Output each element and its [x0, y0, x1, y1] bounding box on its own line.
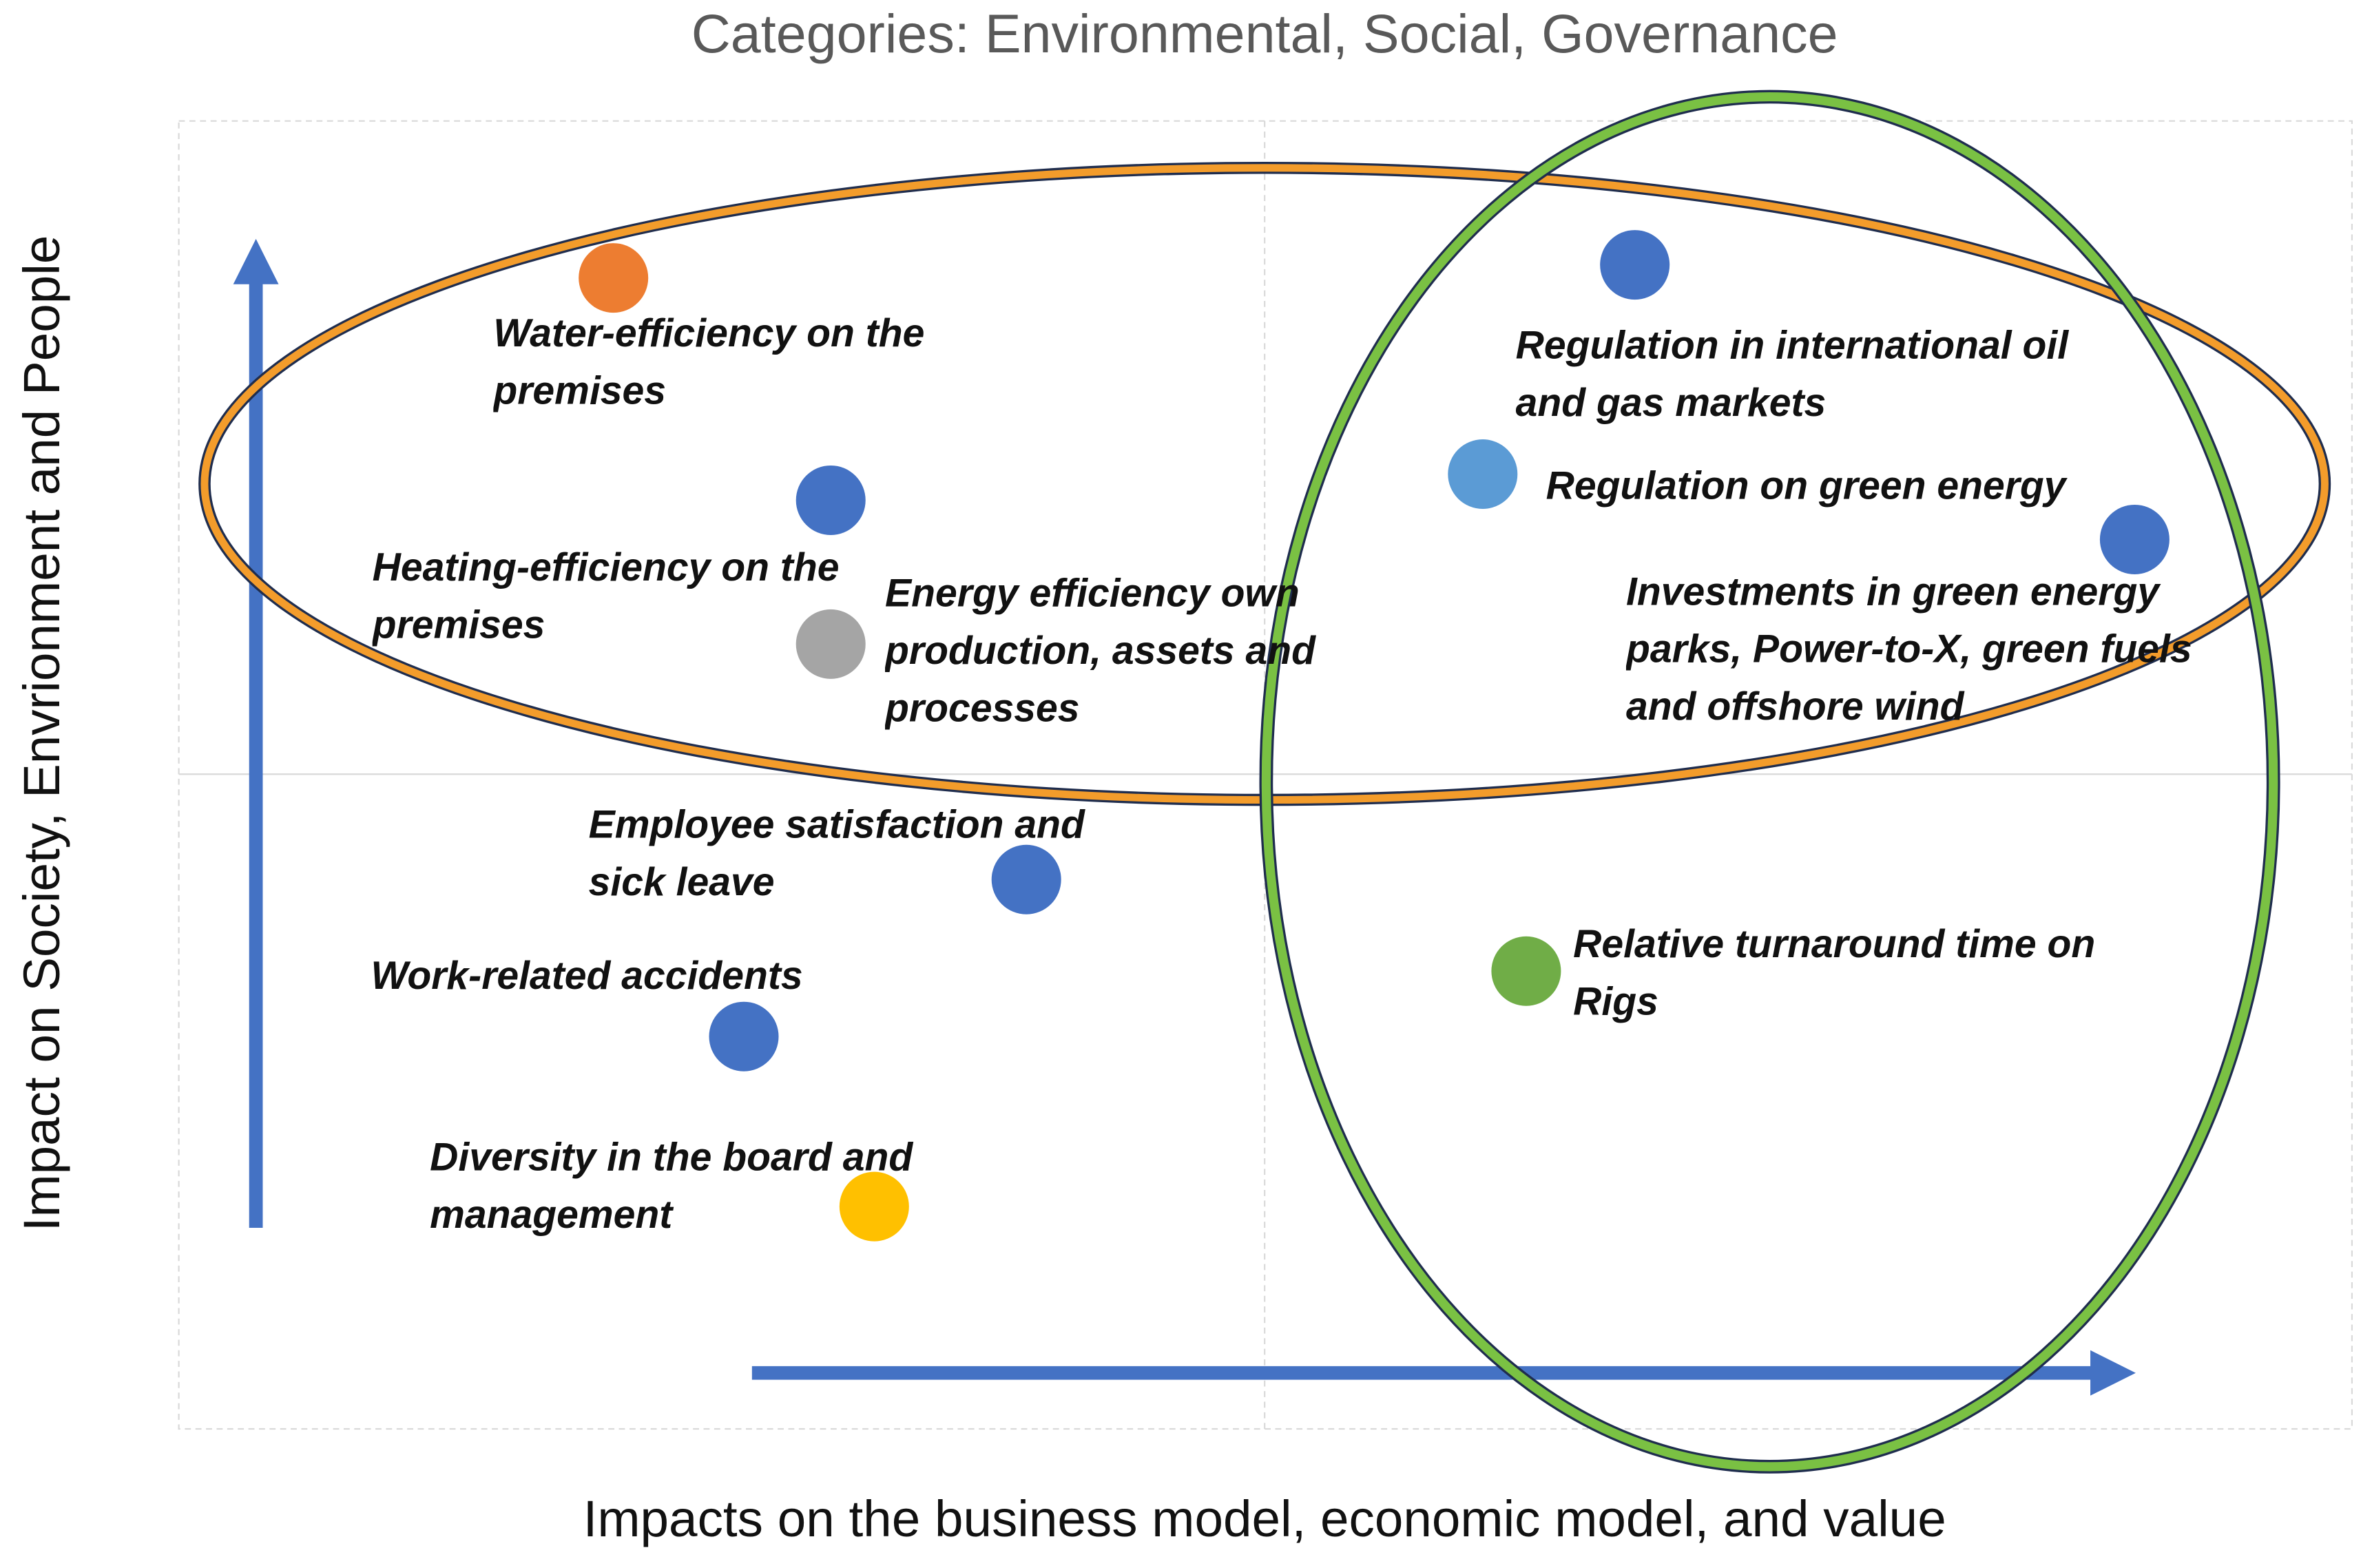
point-label: Heating-efficiency on the premises	[372, 544, 840, 647]
point-label: Employee satisfaction and sick leave	[588, 801, 1085, 905]
point-label-box: Diversity in the board and management	[430, 1133, 913, 1237]
point	[1600, 230, 1670, 300]
business-ellipse	[1261, 92, 2278, 1472]
point-label-box: Employee satisfaction and sick leave	[588, 801, 1085, 905]
point-label-box: Work-related accidents	[371, 952, 803, 999]
point-label: Regulation in international oil and gas …	[1515, 322, 2069, 426]
point	[991, 844, 1061, 914]
point	[579, 243, 649, 313]
point-label: Water-efficiency on the premises	[493, 310, 925, 413]
points	[579, 230, 2170, 1242]
point	[1491, 936, 1561, 1006]
point	[839, 1171, 909, 1242]
y-axis-label: Impact on Society, Envrionment and Peopl…	[12, 236, 70, 1232]
x-axis-label: Impacts on the business model, economic …	[583, 1489, 1946, 1547]
point	[1448, 439, 1518, 509]
point-label-box: Regulation in international oil and gas …	[1515, 322, 2069, 426]
x-arrow-head	[2090, 1350, 2136, 1396]
point-label: Work-related accidents	[371, 952, 803, 999]
point-label-box: Investments in green energy parks, Power…	[1625, 568, 2192, 729]
business-ellipse-outline	[1259, 90, 2280, 1474]
point	[2099, 504, 2170, 574]
point-label: Investments in green energy parks, Power…	[1625, 568, 2192, 729]
y-arrow-head	[233, 238, 279, 284]
chart-title: Categories: Environmental, Social, Gover…	[691, 3, 1838, 64]
point-label-box: Water-efficiency on the premises	[493, 310, 925, 413]
point	[795, 609, 866, 679]
point-label: Regulation on green energy	[1546, 462, 2066, 508]
point-label: Diversity in the board and management	[430, 1133, 913, 1237]
point-label-box: Relative turnaround time on Rigs	[1573, 921, 2096, 1024]
point-label: Relative turnaround time on Rigs	[1573, 921, 2096, 1024]
point-label: Energy efficiency own production, assets…	[885, 569, 1315, 731]
point	[795, 465, 866, 535]
labels: Water-efficiency on the premises Heating-…	[371, 310, 2192, 1237]
point-label-box: Heating-efficiency on the premises	[372, 544, 840, 647]
point-label-box: Regulation on green energy	[1546, 462, 2066, 508]
point-label-box: Energy efficiency own production, assets…	[885, 569, 1315, 731]
point	[709, 1001, 779, 1072]
